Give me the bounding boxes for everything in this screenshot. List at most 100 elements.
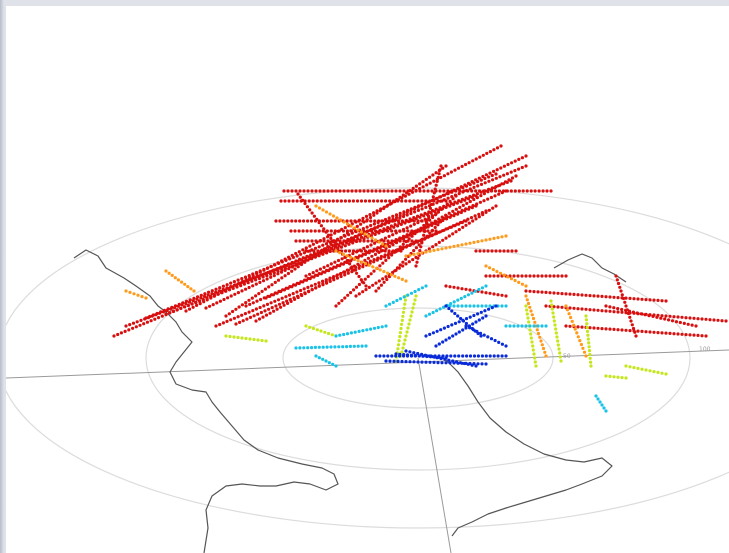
source-point — [303, 199, 307, 203]
source-point — [382, 206, 386, 211]
source-point — [148, 314, 152, 319]
source-point — [387, 249, 391, 253]
source-point — [352, 344, 356, 348]
source-point — [495, 168, 499, 172]
source-point — [405, 353, 410, 357]
source-point — [457, 199, 461, 203]
source-point — [406, 326, 410, 330]
source-point — [245, 317, 249, 321]
source-point — [390, 354, 394, 358]
source-point — [600, 309, 604, 313]
source-point — [425, 221, 429, 225]
source-point — [534, 364, 538, 368]
source-point — [329, 236, 333, 240]
source-point — [628, 296, 632, 300]
source-point — [544, 290, 548, 294]
source-point — [532, 324, 536, 328]
source-point — [520, 282, 525, 286]
source-point — [265, 277, 269, 281]
source-point — [349, 291, 353, 295]
source-point — [488, 171, 492, 175]
source-point — [481, 174, 485, 179]
source-point — [384, 359, 388, 363]
source-point — [514, 249, 518, 253]
source-point — [460, 197, 464, 201]
source-point — [568, 292, 572, 296]
source-point — [192, 289, 196, 293]
source-point — [690, 323, 694, 327]
source-point — [404, 257, 408, 261]
source-point — [692, 316, 696, 320]
source-point — [384, 246, 388, 251]
source-point — [479, 182, 484, 186]
source-point — [576, 335, 580, 339]
source-point — [326, 189, 330, 193]
source-point — [202, 300, 206, 304]
source-point — [377, 286, 381, 290]
source-point — [241, 279, 245, 283]
source-point — [244, 277, 248, 282]
source-point — [312, 214, 316, 218]
grid-lines — [6, 349, 729, 553]
source-point — [194, 301, 198, 305]
source-point — [485, 151, 489, 155]
source-point — [164, 312, 168, 316]
source-point — [398, 211, 402, 215]
source-point — [308, 249, 312, 253]
source-point — [624, 304, 628, 308]
source-point — [446, 189, 450, 193]
source-point — [287, 267, 291, 271]
source-point — [647, 314, 651, 318]
source-point — [425, 183, 429, 187]
source-point — [487, 175, 491, 179]
source-point — [261, 279, 266, 283]
source-point — [320, 249, 324, 253]
source-point — [484, 284, 488, 288]
source-point — [624, 364, 628, 368]
source-point — [255, 272, 259, 276]
source-point — [391, 214, 395, 218]
source-point — [444, 217, 449, 221]
source-point — [555, 335, 559, 339]
source-point — [468, 288, 472, 292]
source-point — [398, 189, 402, 193]
source-point — [396, 219, 400, 223]
source-point — [608, 305, 612, 309]
source-point — [481, 153, 485, 157]
source-point — [451, 359, 455, 363]
source-point — [329, 242, 333, 246]
source-point — [317, 229, 321, 233]
source-point — [442, 205, 446, 209]
source-point — [210, 292, 214, 296]
source-point — [282, 288, 286, 292]
source-point — [293, 229, 297, 233]
source-point — [343, 273, 347, 277]
source-point — [612, 375, 616, 379]
source-point — [459, 210, 463, 215]
source-point — [374, 266, 379, 270]
source-point — [384, 275, 388, 279]
source-point — [537, 189, 541, 193]
source-point — [244, 336, 248, 341]
source-point — [218, 286, 222, 290]
source-point — [394, 213, 399, 217]
source-point — [493, 189, 498, 193]
source-point — [404, 199, 408, 203]
source-point — [411, 242, 416, 246]
source-point — [267, 285, 271, 289]
source-point — [460, 304, 464, 308]
source-point — [156, 316, 161, 320]
source-point — [604, 409, 608, 413]
source-point — [426, 189, 430, 193]
source-point — [309, 229, 313, 233]
source-point — [644, 368, 648, 372]
source-point — [500, 304, 504, 308]
source-point — [478, 155, 482, 159]
source-point — [484, 264, 488, 268]
source-point — [362, 237, 366, 241]
source-point — [417, 288, 421, 292]
source-point — [544, 324, 548, 328]
source-point — [556, 343, 560, 347]
source-point — [179, 306, 183, 310]
source-point — [370, 254, 374, 258]
